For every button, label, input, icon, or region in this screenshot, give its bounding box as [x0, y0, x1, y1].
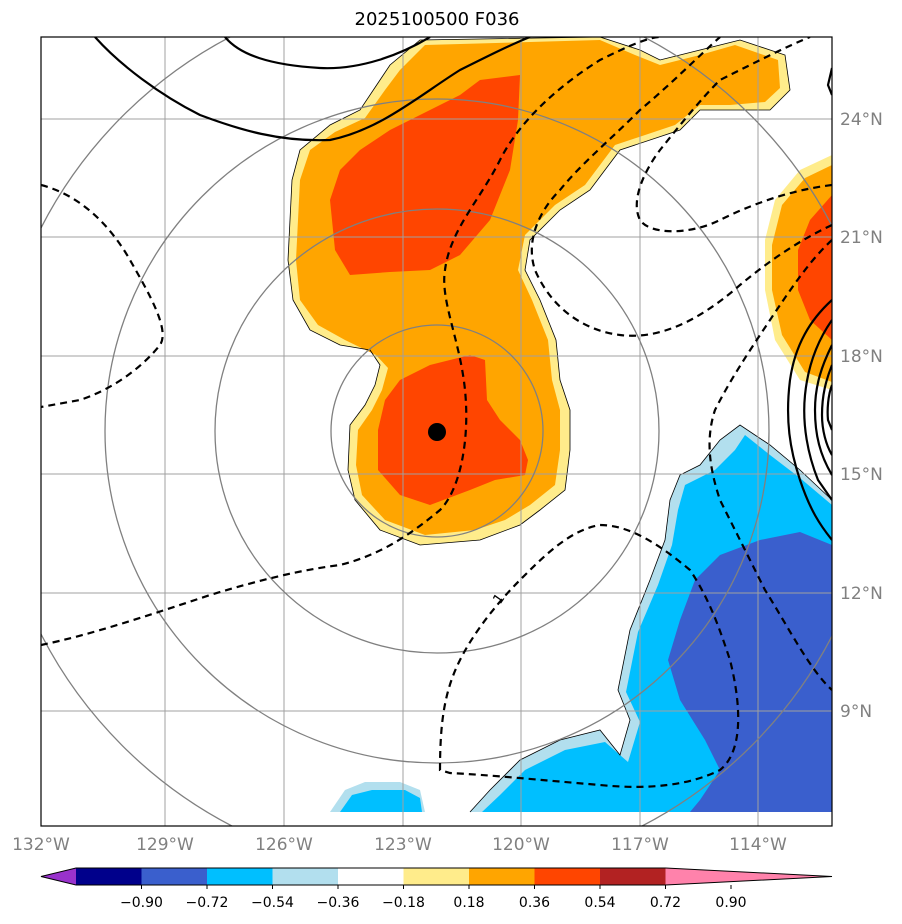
- colorbar-tick-label: −0.36: [317, 895, 360, 911]
- latitude-labels: 24°N 21°N 18°N 15°N 12°N 9°N: [840, 110, 883, 722]
- lon-label: 114°W: [729, 835, 787, 855]
- colorbar-tick-label: −0.90: [120, 895, 163, 911]
- lon-label: 120°W: [492, 835, 550, 855]
- colorbar-segment: [207, 868, 273, 885]
- shading-positive-strong-upper: [330, 75, 520, 275]
- dashed-contours: [41, 37, 832, 788]
- lon-label: 117°W: [611, 835, 669, 855]
- longitude-labels: 132°W 129°W 126°W 123°W 120°W 117°W 114°…: [12, 835, 787, 855]
- solid-contours: [94, 37, 832, 541]
- lon-label: 132°W: [12, 835, 70, 855]
- colorbar-tick-label: 0.18: [453, 895, 484, 911]
- colorbar-segment: [141, 868, 208, 885]
- colorbar-extend-right: [665, 868, 832, 885]
- lat-label: 12°N: [840, 584, 883, 604]
- colorbar-segment: [600, 868, 666, 885]
- colorbar-segment: [76, 868, 142, 885]
- colorbar-segment: [403, 868, 470, 885]
- storm-center-marker: [428, 423, 446, 441]
- lat-label: 15°N: [840, 465, 883, 485]
- colorbar-segment: [534, 868, 601, 885]
- colorbar-tick-label: 0.54: [584, 895, 615, 911]
- lat-label: 21°N: [840, 228, 883, 248]
- colorbar-extend-left: [41, 868, 76, 885]
- shading-negative-strong: [668, 532, 832, 812]
- colorbar-segment: [272, 868, 339, 885]
- colorbar-segment: [338, 868, 404, 885]
- colorbar: −0.90 −0.72 −0.54 −0.36 −0.18 0.18 0.36 0.54 0.7…: [40, 867, 833, 911]
- range-rings: [41, 37, 832, 826]
- map-frame: [40, 36, 833, 827]
- colorbar-tick-label: −0.18: [382, 895, 425, 911]
- lon-label: 126°W: [255, 835, 313, 855]
- graticule: [41, 37, 832, 826]
- colorbar-tick-label: 0.72: [650, 895, 681, 911]
- colorbar-tick-label: 0.36: [519, 895, 550, 911]
- shading-positive-right-strong: [798, 195, 832, 340]
- map-title: 2025100500 F036: [354, 9, 520, 30]
- lat-label: 9°N: [840, 702, 872, 722]
- lat-label: 18°N: [840, 347, 883, 367]
- colorbar-tick-label: −0.54: [251, 895, 294, 911]
- lon-label: 123°W: [374, 835, 432, 855]
- lat-label: 24°N: [840, 110, 883, 130]
- lon-label: 129°W: [136, 835, 194, 855]
- map-content: 1: [41, 37, 832, 826]
- colorbar-segment: [469, 868, 535, 885]
- field-outline-positive: [287, 37, 791, 546]
- colorbar-outline: [40, 867, 833, 886]
- colorbar-tick-label: 0.90: [715, 895, 746, 911]
- shading-positive-strong-lower: [378, 355, 528, 505]
- shading-negative-small-core: [340, 790, 422, 812]
- no-data-strip: [41, 812, 832, 826]
- colorbar-tick-label: −0.72: [186, 895, 229, 911]
